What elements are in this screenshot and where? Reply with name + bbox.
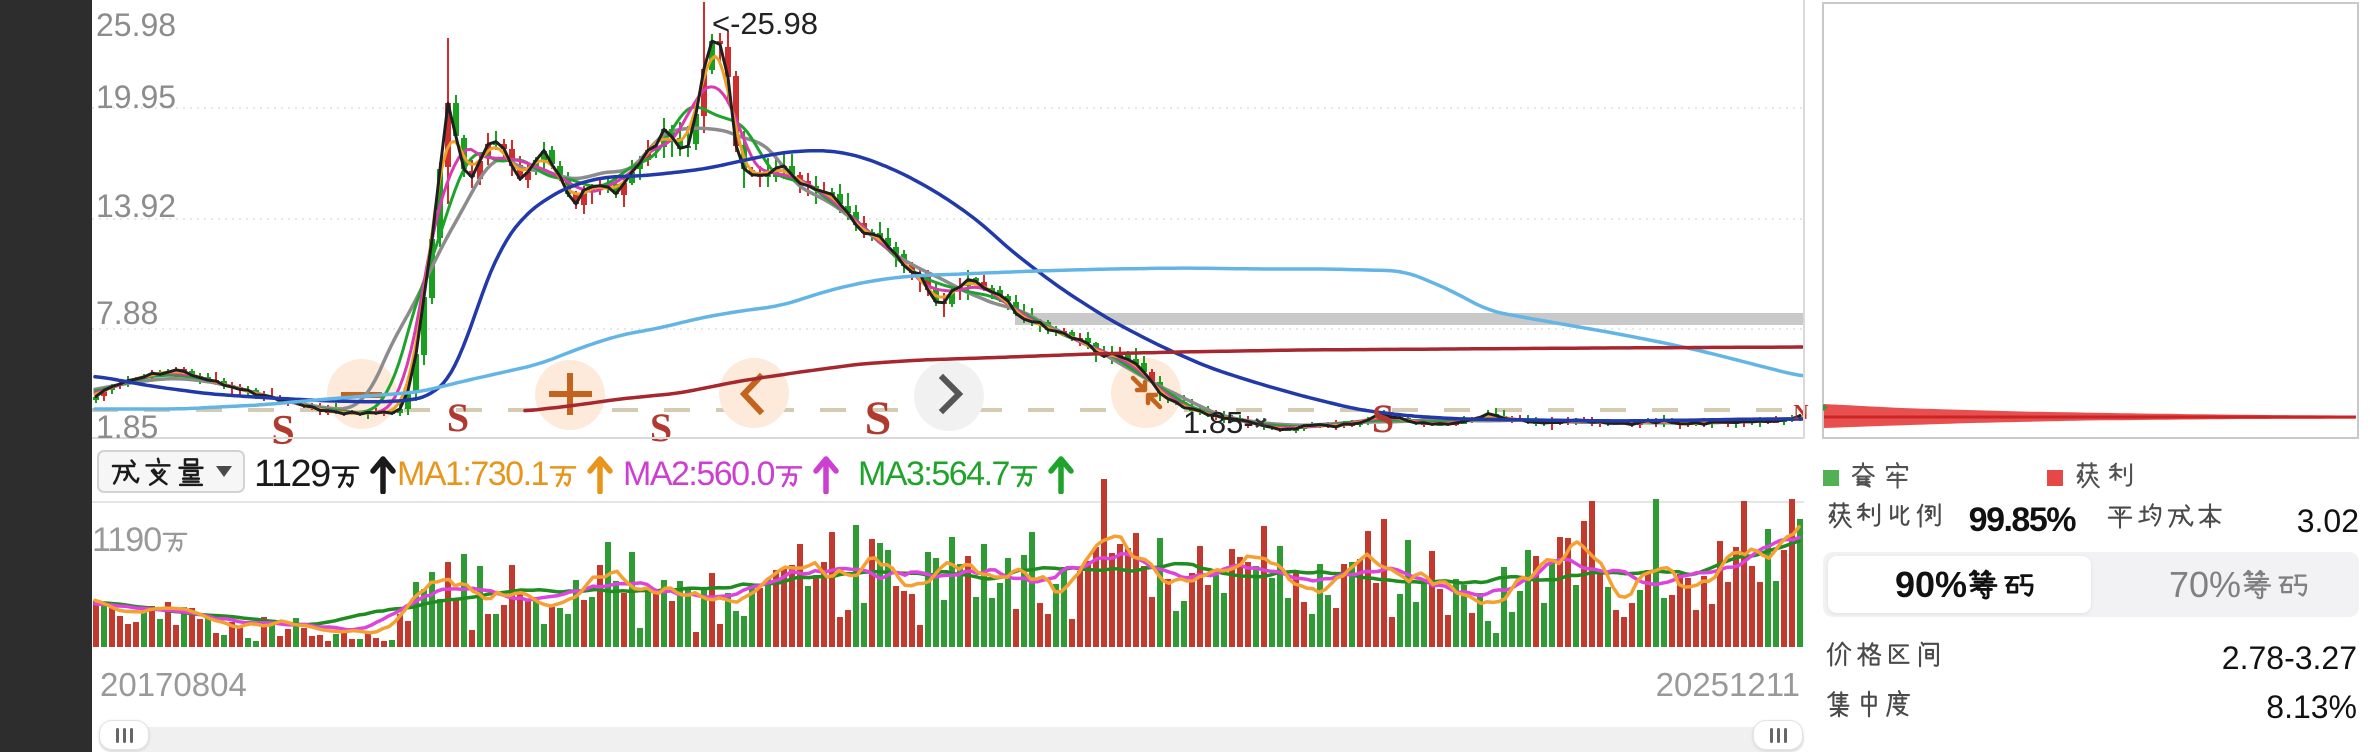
svg-text:S: S [650,405,672,450]
svg-text:S: S [865,392,892,445]
svg-text:N: N [1793,400,1808,424]
svg-text:S: S [447,395,469,440]
svg-text:<-25.98: <-25.98 [712,6,818,41]
svg-text:1.85-: 1.85- [1183,405,1254,440]
svg-text:S: S [1372,396,1394,441]
svg-text:S: S [271,408,294,454]
